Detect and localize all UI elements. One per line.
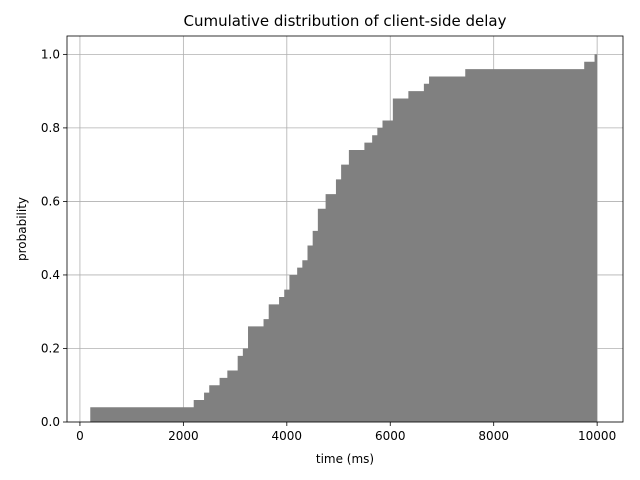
- y-tick-label: 0.2: [41, 341, 60, 355]
- x-tick-label: 4000: [272, 429, 303, 443]
- x-tick-label: 2000: [168, 429, 199, 443]
- cdf-area: [90, 54, 598, 422]
- y-axis-label: probability: [15, 197, 29, 261]
- axis-ticks: 0 2000 4000 6000 8000 10000 0.0 0.2 0.4 0.6 0.8 1.0: [41, 47, 616, 443]
- x-tick-label: 8000: [478, 429, 509, 443]
- x-axis-label: time (ms): [316, 452, 374, 466]
- plot-frame: [66, 35, 624, 423]
- x-tick-label: 6000: [375, 429, 406, 443]
- y-tick-label: 0.6: [41, 194, 60, 208]
- y-tick-label: 0.0: [41, 415, 60, 429]
- y-tick-label: 0.8: [41, 121, 60, 135]
- x-tick-label: 10000: [578, 429, 616, 443]
- x-tick-label: 0: [76, 429, 84, 443]
- chart-title: Cumulative distribution of client-side d…: [184, 12, 507, 30]
- y-tick-label: 1.0: [41, 47, 60, 61]
- y-tick-label: 0.4: [41, 268, 60, 282]
